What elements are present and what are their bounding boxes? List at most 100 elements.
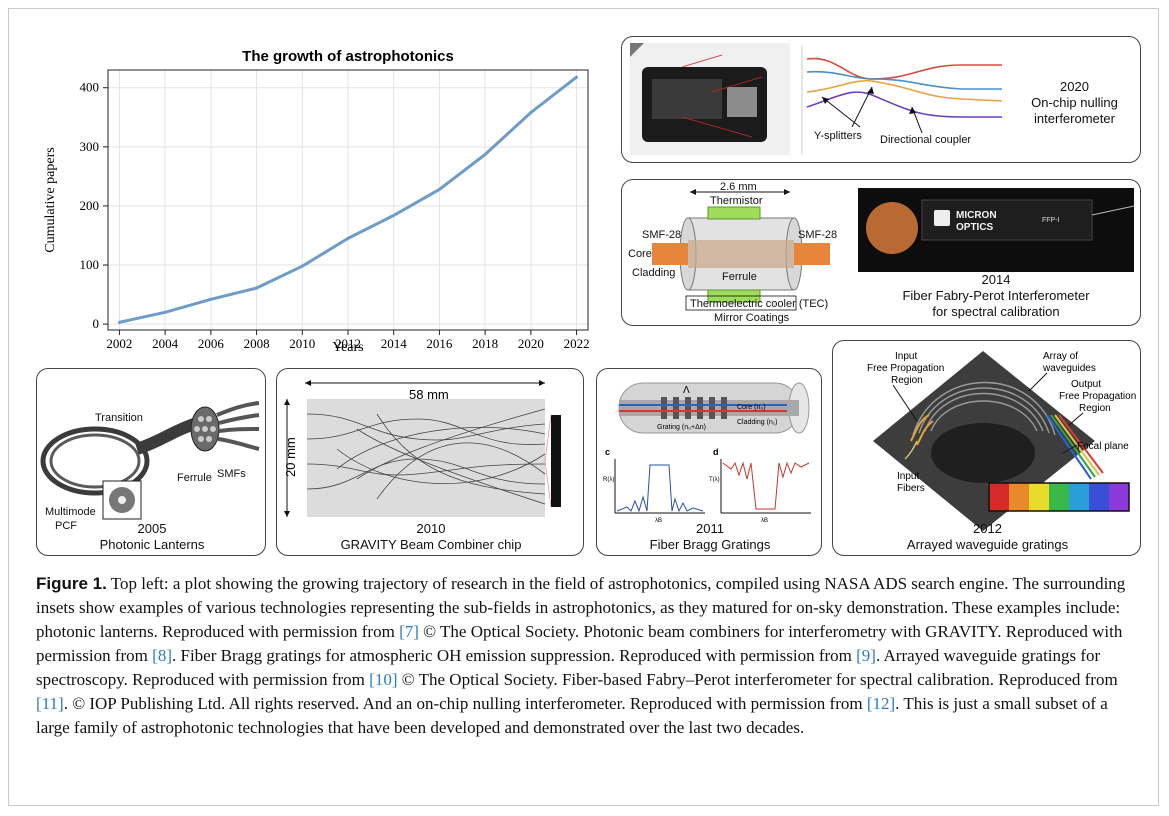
lantern-year: 2005	[137, 521, 167, 536]
panel-fiber-bragg: Λ Core (n₀) Cladding (n₁) Grating (n₀+Δn…	[596, 368, 822, 556]
caption-label: Figure 1.	[36, 574, 107, 593]
chip-body	[652, 79, 722, 119]
y-splitters-label: Y-splitters	[814, 130, 862, 142]
figure-frame	[8, 8, 1159, 806]
awg-input-region-l1: Input	[895, 351, 917, 362]
fp-cladding-label: Cladding	[632, 267, 675, 279]
awg-output-l3: Region	[1079, 403, 1111, 414]
gravity-caption: 2010 GRAVITY Beam Combiner chip	[277, 521, 583, 553]
gravity-height: 20 mm	[283, 437, 298, 477]
spectrum-strip	[988, 482, 1130, 512]
lantern-caption: 2005 Photonic Lanterns	[37, 521, 265, 553]
lantern-illustration: Transition Ferrule SMFs Multimode PCF	[40, 401, 260, 532]
bragg-c: c	[605, 447, 610, 457]
x-tick-label: 2008	[244, 336, 270, 351]
data-point	[437, 187, 441, 191]
lantern-ferrule-label: Ferrule	[177, 472, 212, 484]
y-tick-label: 400	[80, 80, 100, 95]
awg-input-fibers-l1: Input	[897, 471, 919, 482]
fp-tec-label: Thermoelectric cooler (TEC)	[690, 298, 828, 310]
x-tick-label: 2010	[289, 336, 315, 351]
gravity-chip	[307, 399, 545, 517]
lantern-smfs-label: SMFs	[217, 468, 246, 480]
data-points	[117, 75, 579, 324]
bragg-lambda-b-2: λB	[761, 518, 768, 524]
y-ticks: 0 100 200 300 400	[80, 80, 108, 331]
chart-title: The growth of astrophotonics	[242, 48, 454, 65]
x-tick-label: 2014	[381, 336, 408, 351]
gravity-output	[551, 415, 561, 507]
fp-thermistor	[707, 206, 761, 220]
bragg-core: Core (n₀)	[737, 404, 766, 411]
y-tick-label: 200	[80, 198, 100, 213]
data-point	[483, 153, 487, 156]
awg-input-fibers-l2: Fibers	[897, 483, 925, 494]
fp-brand-line2: OPTICS	[956, 222, 994, 233]
data-point	[117, 320, 121, 324]
x-tick-label: 2018	[472, 336, 498, 351]
caption-text-7: . This is just a small subset of a large…	[36, 694, 1108, 737]
caption-text-2: © The Optical Society. Photonic beam com…	[36, 622, 1123, 665]
ref-8-link[interactable]: [8]	[152, 646, 172, 665]
bragg-illustration: Λ Core (n₀) Cladding (n₁) Grating (n₀+Δn…	[603, 382, 811, 524]
ref-10-link[interactable]: [10]	[369, 670, 398, 689]
bragg-d: d	[713, 447, 719, 457]
fp-smf-left: SMF-28	[642, 229, 681, 241]
data-point	[209, 297, 213, 301]
ref-7-link[interactable]: [7]	[399, 622, 419, 641]
data-point	[575, 75, 579, 79]
caption-text-3: . Fiber Bragg gratings for atmospheric O…	[171, 646, 857, 665]
caption-text-4: . Arrayed waveguide gratings for spectro…	[36, 646, 1101, 689]
awg-output-l1: Output	[1071, 379, 1101, 390]
caption-text-6: . © IOP Publishing Ltd. All rights reser…	[63, 694, 867, 713]
x-tick-label: 2020	[518, 336, 544, 351]
panel-photonic-lanterns: Transition Ferrule SMFs Multimode PCF 20…	[36, 368, 266, 556]
fp-thermistor-label: Thermistor	[710, 195, 763, 207]
data-point	[300, 264, 304, 268]
x-tick-label: 2012	[335, 336, 361, 351]
awg-caption: 2012 Arrayed waveguide gratings	[833, 521, 1140, 553]
awg-year: 2012	[973, 521, 1002, 536]
growth-chart: 2002 2004 2006 2008 2010 2012 2014 2016 2018 2020…	[43, 48, 590, 355]
panel-gravity-combiner: 58 mm 20 mm 2010 GRAVITY Beam Combiner c…	[276, 368, 584, 556]
bragg-cladding: Cladding (n₁)	[737, 419, 778, 426]
x-tick-label: 2002	[106, 336, 132, 351]
fabry-perot-illustration: 2.6 mm Thermistor SMF-28 SMF-28 Core Cla…	[628, 181, 1135, 324]
bragg-r-axis: R(λ)	[603, 477, 614, 483]
y-tick-label: 100	[80, 257, 100, 272]
gravity-title: GRAVITY Beam Combiner chip	[340, 537, 522, 552]
nulling-title-line1: On-chip nulling	[1031, 95, 1118, 110]
y-tick-label: 0	[93, 316, 100, 331]
awg-array-l2: waveguides	[1042, 363, 1096, 374]
awg-input-region-l3: Region	[891, 375, 923, 386]
x-axis-label: Years	[332, 340, 363, 355]
y-axis-label: Cumulative papers	[43, 147, 58, 252]
bragg-year: 2011	[696, 521, 724, 536]
panel-fabry-perot: 2.6 mm Thermistor SMF-28 SMF-28 Core Cla…	[621, 179, 1141, 326]
nulling-title-line2: interferometer	[1034, 111, 1115, 126]
awg-array-l1: Array of	[1043, 351, 1078, 362]
ref-12-link[interactable]: [12]	[866, 694, 896, 713]
fp-ferrule-label: Ferrule	[722, 271, 757, 283]
fp-brand-line1: MICRON	[956, 210, 997, 221]
ref-9-link[interactable]: [9]	[856, 646, 876, 665]
chart-grid	[108, 70, 588, 330]
lantern-title: Photonic Lanterns	[99, 537, 205, 552]
panel-arrayed-waveguide: Input Free Propagation Region Array of w…	[832, 340, 1141, 556]
directional-coupler-label: Directional coupler	[880, 134, 971, 146]
ref-11-link[interactable]: [11]	[36, 694, 64, 713]
data-point	[392, 213, 396, 217]
awg-output-l2: Free Propagation	[1059, 391, 1136, 402]
bragg-lambda-b-1: λB	[655, 518, 662, 524]
fp-dimension: 2.6 mm	[720, 181, 757, 193]
x-tick-label: 2016	[426, 336, 453, 351]
awg-input-region-l2: Free Propagation	[867, 363, 944, 374]
lantern-transition-label: Transition	[95, 412, 143, 424]
gravity-width: 58 mm	[409, 387, 449, 402]
awg-title: Arrayed waveguide gratings	[906, 537, 1069, 552]
fp-core-label: Core	[628, 248, 652, 260]
figure-caption: Figure 1. Top left: a plot showing the g…	[36, 572, 1136, 740]
fabry-caption: 2014 Fiber Fabry-Perot Interferometer fo…	[858, 272, 1134, 320]
fp-device-box	[921, 199, 1093, 241]
awg-focal-label: Focal plane	[1077, 441, 1129, 452]
